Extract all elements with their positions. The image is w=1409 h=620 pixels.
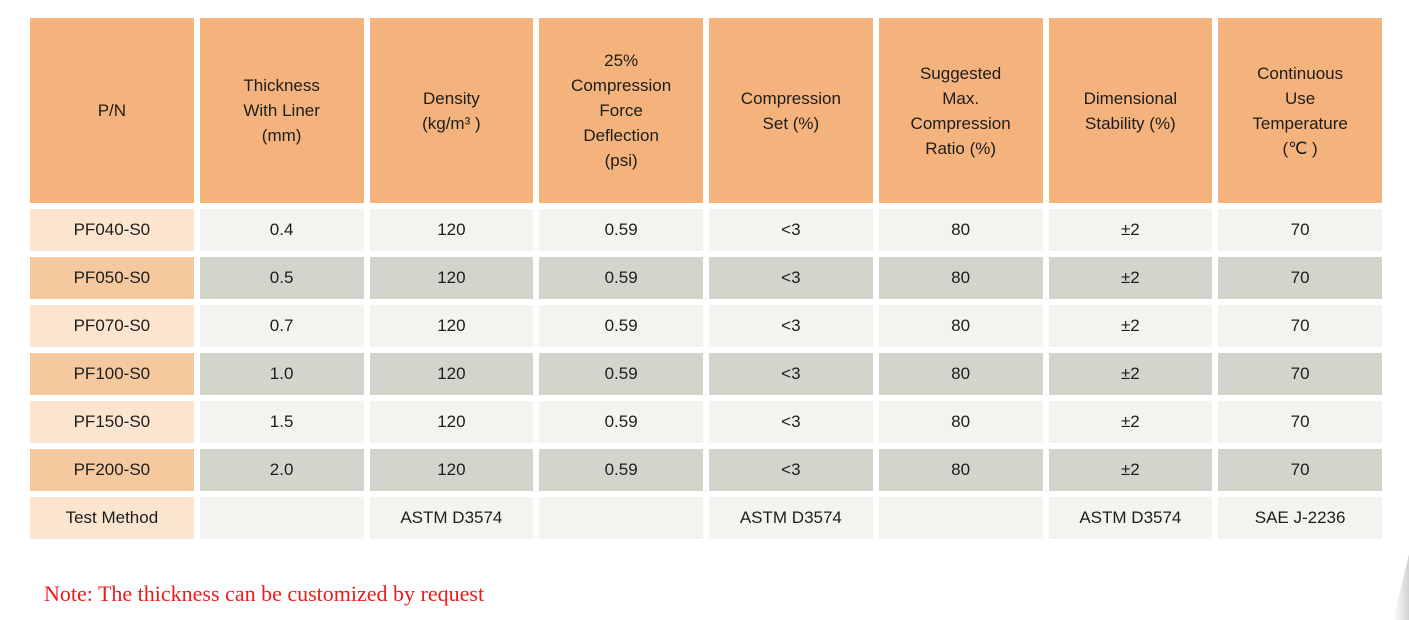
col-header-compression-set: Compression Set (%): [709, 18, 873, 203]
value-cell: 0.7: [199, 305, 364, 347]
col-header-thickness: Thickness With Liner (mm): [199, 18, 364, 203]
value-cell: 1.0: [199, 353, 364, 395]
col-header-dimensional-stability: Dimensional Stability (%): [1048, 18, 1213, 203]
pn-cell: PF100-S0: [30, 353, 194, 395]
value-cell: 2.0: [199, 449, 364, 491]
value-cell: 120: [369, 209, 534, 251]
value-cell: 0.59: [539, 257, 703, 299]
table-row-pf100: PF100-S0 1.0 120 0.59 <3 80 ±2 70: [30, 353, 1382, 395]
value-cell: 70: [1218, 401, 1382, 443]
spec-table: P/N Thickness With Liner (mm) Density (k…: [24, 12, 1388, 545]
test-method-cell: SAE J-2236: [1218, 497, 1382, 539]
value-cell: ±2: [1048, 401, 1213, 443]
value-cell: ±2: [1048, 257, 1213, 299]
test-method-cell: [878, 497, 1043, 539]
value-cell: ±2: [1048, 209, 1213, 251]
col-header-max-compression-ratio: Suggested Max. Compression Ratio (%): [878, 18, 1043, 203]
value-cell: ±2: [1048, 305, 1213, 347]
value-cell: 0.4: [199, 209, 364, 251]
test-method-cell: ASTM D3574: [369, 497, 534, 539]
value-cell: 80: [878, 209, 1043, 251]
pn-cell: PF200-S0: [30, 449, 194, 491]
test-method-cell: ASTM D3574: [709, 497, 873, 539]
note-text: Note: The thickness can be customized by…: [44, 581, 485, 606]
value-cell: <3: [709, 305, 873, 347]
table-row-pf040: PF040-S0 0.4 120 0.59 <3 80 ±2 70: [30, 209, 1382, 251]
value-cell: 80: [878, 449, 1043, 491]
pn-cell: PF070-S0: [30, 305, 194, 347]
col-header-compression-force-deflection: 25% Compression Force Deflection (psi): [539, 18, 703, 203]
value-cell: 120: [369, 401, 534, 443]
table-row-pf050: PF050-S0 0.5 120 0.59 <3 80 ±2 70: [30, 257, 1382, 299]
value-cell: ±2: [1048, 449, 1213, 491]
table-row-pf150: PF150-S0 1.5 120 0.59 <3 80 ±2 70: [30, 401, 1382, 443]
value-cell: 0.59: [539, 209, 703, 251]
value-cell: 1.5: [199, 401, 364, 443]
value-cell: 120: [369, 353, 534, 395]
col-header-density: Density (kg/m³ ): [369, 18, 534, 203]
value-cell: 70: [1218, 353, 1382, 395]
value-cell: 0.5: [199, 257, 364, 299]
value-cell: 120: [369, 257, 534, 299]
value-cell: 0.59: [539, 401, 703, 443]
page-corner-shadow: [1393, 554, 1409, 620]
value-cell: 70: [1218, 209, 1382, 251]
value-cell: 120: [369, 449, 534, 491]
value-cell: <3: [709, 209, 873, 251]
value-cell: <3: [709, 257, 873, 299]
test-method-cell: ASTM D3574: [1048, 497, 1213, 539]
test-method-cell: [539, 497, 703, 539]
value-cell: 80: [878, 353, 1043, 395]
value-cell: 120: [369, 305, 534, 347]
pn-cell: PF050-S0: [30, 257, 194, 299]
value-cell: <3: [709, 449, 873, 491]
value-cell: 0.59: [539, 449, 703, 491]
test-method-cell: [199, 497, 364, 539]
test-method-label: Test Method: [30, 497, 194, 539]
table-row-pf070: PF070-S0 0.7 120 0.59 <3 80 ±2 70: [30, 305, 1382, 347]
value-cell: 0.59: [539, 305, 703, 347]
col-header-pn: P/N: [30, 18, 194, 203]
col-header-continuous-use-temperature: Continuous Use Temperature (℃ ): [1218, 18, 1382, 203]
value-cell: <3: [709, 353, 873, 395]
header-row: P/N Thickness With Liner (mm) Density (k…: [30, 18, 1382, 203]
value-cell: 70: [1218, 305, 1382, 347]
pn-cell: PF150-S0: [30, 401, 194, 443]
test-method-row: Test Method ASTM D3574 ASTM D3574 ASTM D…: [30, 497, 1382, 539]
value-cell: <3: [709, 401, 873, 443]
value-cell: 0.59: [539, 353, 703, 395]
value-cell: ±2: [1048, 353, 1213, 395]
pn-cell: PF040-S0: [30, 209, 194, 251]
table-row-pf200: PF200-S0 2.0 120 0.59 <3 80 ±2 70: [30, 449, 1382, 491]
value-cell: 80: [878, 401, 1043, 443]
value-cell: 80: [878, 305, 1043, 347]
value-cell: 70: [1218, 257, 1382, 299]
value-cell: 80: [878, 257, 1043, 299]
value-cell: 70: [1218, 449, 1382, 491]
